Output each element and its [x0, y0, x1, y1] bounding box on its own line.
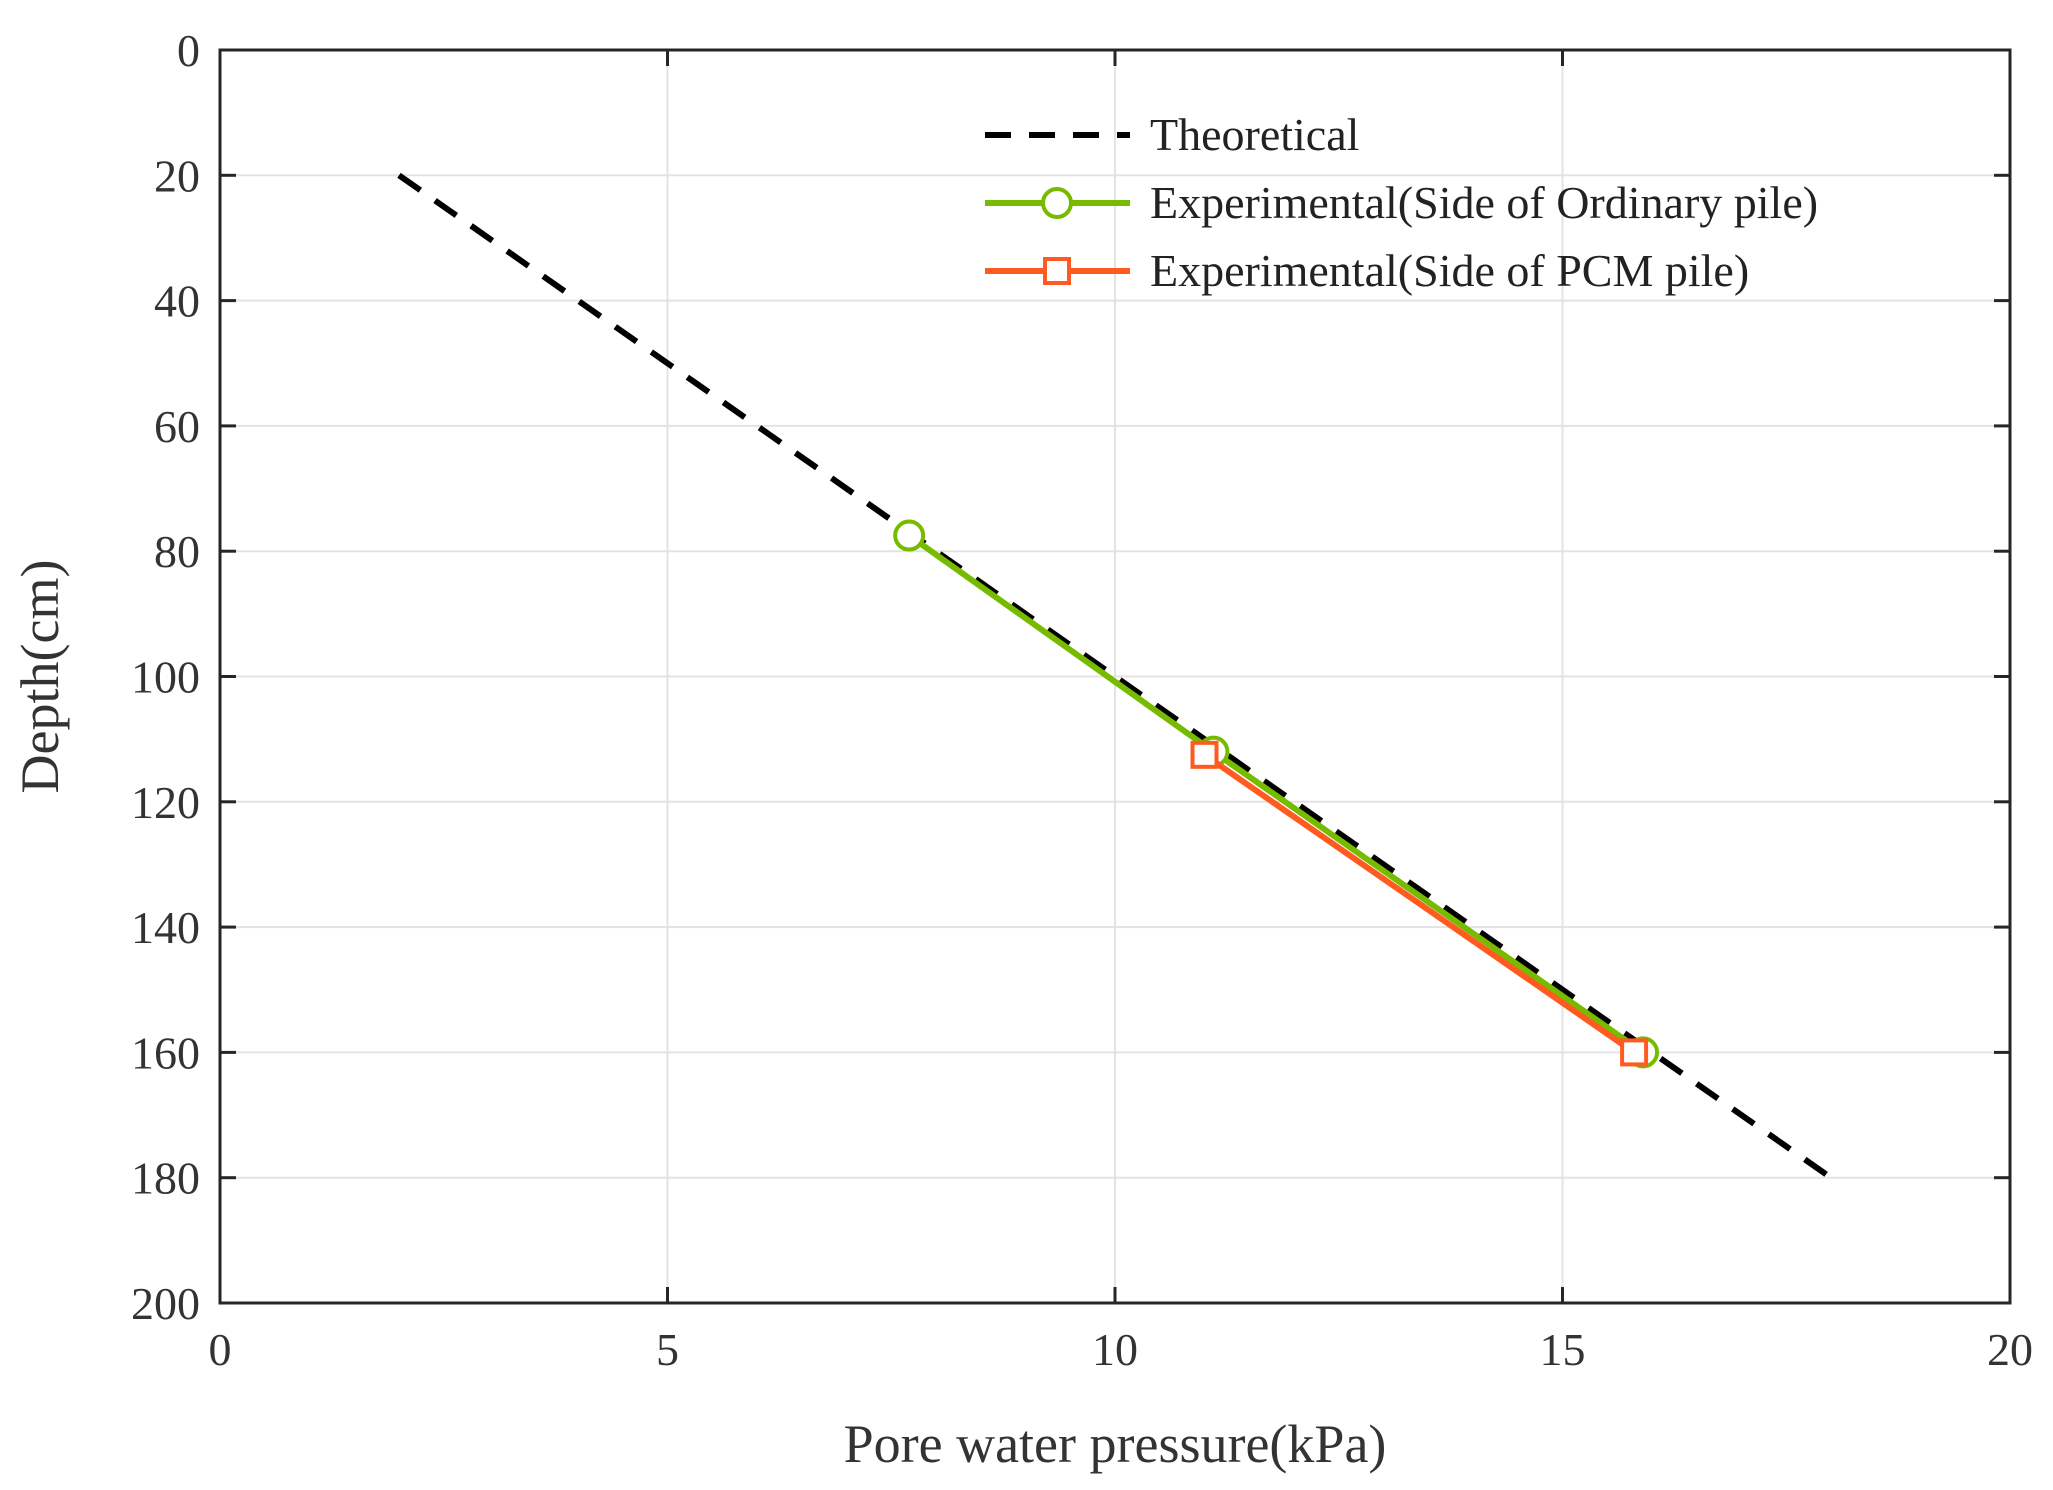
y-tick-label: 180	[131, 1153, 200, 1204]
y-tick-label: 200	[131, 1278, 200, 1329]
series-2	[893, 519, 1660, 1069]
data-point	[1190, 740, 1219, 769]
x-tick-label: 0	[209, 1324, 232, 1375]
legend-marker	[1041, 187, 1073, 219]
legend-item: Experimental(Side of PCM pile)	[985, 245, 1749, 296]
legend-item: Theoretical	[985, 109, 1359, 160]
data-point	[893, 519, 926, 552]
legend-marker	[1043, 257, 1071, 285]
legend-label: Experimental(Side of PCM pile)	[1150, 245, 1749, 296]
y-tick-label: 40	[154, 276, 200, 327]
x-tick-label: 10	[1092, 1324, 1138, 1375]
legend-item: Experimental(Side of Ordinary pile)	[985, 177, 1818, 228]
series-line	[1202, 752, 1636, 1055]
legend-label: Theoretical	[1150, 109, 1359, 160]
y-tick-label: 100	[131, 652, 200, 703]
y-axis-label: Depth(cm)	[10, 560, 70, 794]
x-axis-label: Pore water pressure(kPa)	[844, 1414, 1387, 1474]
y-tick-label: 60	[154, 401, 200, 452]
y-tick-label: 80	[154, 526, 200, 577]
y-tick-label: 20	[154, 150, 200, 201]
series-line	[397, 172, 1833, 1181]
series-3	[1190, 740, 1649, 1067]
y-tick-label: 0	[177, 25, 200, 76]
data-point	[1620, 1038, 1649, 1067]
y-tick-label: 120	[131, 777, 200, 828]
series-layer	[397, 172, 1833, 1181]
grid	[220, 50, 2010, 1303]
x-tick-label: 15	[1540, 1324, 1586, 1375]
series-1	[397, 172, 1833, 1181]
x-tick-label: 20	[1987, 1324, 2033, 1375]
y-tick-label: 140	[131, 902, 200, 953]
legend: Theoretical Experimental(Side of Ordinary…	[985, 109, 1818, 296]
legend-label: Experimental(Side of Ordinary pile)	[1150, 177, 1818, 228]
y-tick-label: 160	[131, 1027, 200, 1078]
x-tick-label: 5	[656, 1324, 679, 1375]
series-line	[907, 533, 1645, 1055]
